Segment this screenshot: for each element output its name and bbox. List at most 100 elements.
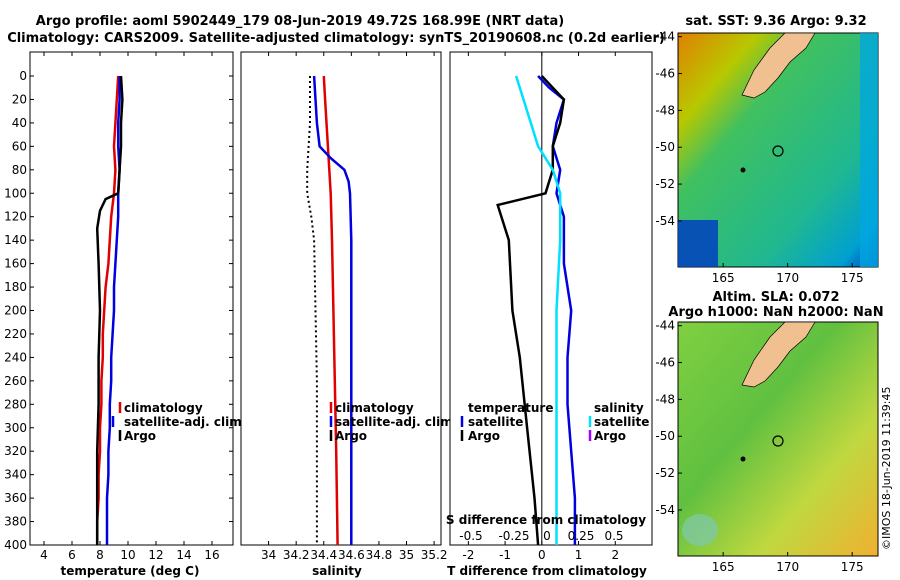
sla-low-patch [682,514,718,546]
x-tick-label: 10 [120,548,135,562]
lat-tick-label: -50 [655,140,675,154]
lat-tick-label: -44 [655,319,675,333]
x-tick-label: 0 [538,548,546,562]
x-tick-label: 35.2 [421,548,448,562]
legend-t-argo: Argo [468,429,500,443]
s-tick: 0.5 [604,529,623,543]
temperature-panel: 0204060801001201401601802002202402602803… [4,51,652,578]
lat-tick-label: -46 [655,356,675,370]
series-satellite-adj-clim- [312,75,353,545]
depth-tick-label: 0 [19,69,27,83]
depth-tick-label: 40 [12,116,27,130]
difference-series [496,75,577,546]
argo-position-marker [772,145,784,157]
legend-temperature-title: temperature [468,401,553,415]
s-tick: -0.25 [498,529,529,543]
south-island-land [741,321,816,388]
x-tick-label: 34.6 [338,548,365,562]
sla-map-field [677,321,879,557]
series-climatology [322,75,339,546]
s-difference-axis-label: S difference from climatology [446,513,646,527]
island-land [740,167,746,173]
x-tick-label: 8 [96,548,104,562]
sst-edge-patch [860,33,878,267]
sla-map-title-2: Argo h1000: NaN h2000: NaN [668,305,883,320]
lat-tick-label: -54 [655,214,675,228]
sst-map-panel: sat. SST: 9.36 Argo: 9.32 -44 -46 -48 -50 -5… [655,14,879,285]
legend-climatology: climatology [124,401,203,415]
salinity-axis-label: salinity [312,564,362,578]
difference-legend-temperature: temperature satellite Argo [460,401,553,443]
sla-map-title-1: Altim. SLA: 0.072 [713,290,840,305]
t-difference-axis-label: T difference from climatology [447,564,647,578]
lat-tick-label: -48 [655,392,675,406]
depth-tick-label: 320 [4,444,27,458]
depth-tick-label: 60 [12,139,27,153]
lat-tick-label: -54 [655,503,675,517]
temperature-axis-label: temperature (deg C) [61,564,200,578]
x-tick-label: 34 [261,548,276,562]
temperature-axes [29,51,234,546]
depth-tick-label: 180 [4,280,27,294]
depth-tick-label: 260 [4,374,27,388]
south-island-land [741,32,816,99]
lat-tick-label: -48 [655,103,675,117]
title-line1: Argo profile: aoml 5902449_179 08-Jun-20… [36,14,564,29]
s-tick: 0.25 [568,529,595,543]
x-tick-label: 35 [399,548,414,562]
lon-tick-label: 175 [841,271,864,285]
legend-t-satellite: satellite [468,415,523,429]
legend-salinity-title: salinity [594,401,644,415]
legend-argo: Argo [335,429,367,443]
legend-s-satellite: satellite [594,415,649,429]
depth-tick-label: 300 [4,421,27,435]
x-tick-label: 2 [611,548,619,562]
depth-tick-label: 340 [4,468,27,482]
difference-legend-salinity: salinity satellite Argo [588,401,649,443]
lon-tick-label: 165 [712,271,735,285]
series-argo [95,75,124,545]
lat-tick-label: -46 [655,67,675,81]
lon-tick-label: 170 [776,560,799,574]
title-line2: Climatology: CARS2009. Satellite-adjuste… [7,31,665,46]
x-tick-label: -1 [499,548,511,562]
x-tick-label: -2 [462,548,474,562]
argo-position-marker [772,435,784,447]
series-satellite-adj-clim- [105,76,121,545]
legend-s-argo: Argo [594,429,626,443]
depth-tick-label: 380 [4,515,27,529]
depth-tick-label: 120 [4,210,27,224]
x-tick-label: 6 [68,548,76,562]
s-tick: 0 [543,529,551,543]
salinity-legend: climatology satellite-adj. clim. Argo [329,401,457,443]
temperature-legend: climatology satellite-adj. clim. Argo [111,401,246,443]
salinity-panel: 34 34.2 34.4 34.6 34.8 35 35.2 salinity climat… [240,51,457,578]
legend-satellite: satellite-adj. clim. [335,415,457,429]
depth-tick-label: 200 [4,304,27,318]
lat-tick-label: -52 [655,466,675,480]
depth-tick-label: 400 [4,538,27,552]
difference-axes [449,51,653,546]
depth-tick-label: 140 [4,233,27,247]
x-tick-label: 34.4 [310,548,337,562]
series-t-argo [496,75,566,546]
x-tick-label: 34.2 [283,548,310,562]
sst-cold-patch [678,220,718,267]
credit-text: ©IMOS 18-Jun-2019 11:39:45 [880,386,893,550]
lon-tick-label: 170 [776,271,799,285]
sst-map-title: sat. SST: 9.36 Argo: 9.32 [685,14,866,29]
sst-map-ticks: -44 -46 -48 -50 -52 -54 165 170 175 [655,30,863,285]
lon-tick-label: 165 [712,560,735,574]
depth-tick-label: 20 [12,92,27,106]
lon-tick-label: 175 [841,560,864,574]
series-climatology [95,75,120,545]
lat-tick-label: -44 [655,30,675,44]
depth-tick-label: 80 [12,163,27,177]
x-tick-label: 4 [40,548,48,562]
x-tick-label: 12 [148,548,163,562]
lat-tick-label: -52 [655,177,675,191]
x-tick-label: 1 [575,548,583,562]
x-tick-label: 16 [204,548,219,562]
depth-tick-label: 240 [4,350,27,364]
depth-tick-label: 160 [4,257,27,271]
